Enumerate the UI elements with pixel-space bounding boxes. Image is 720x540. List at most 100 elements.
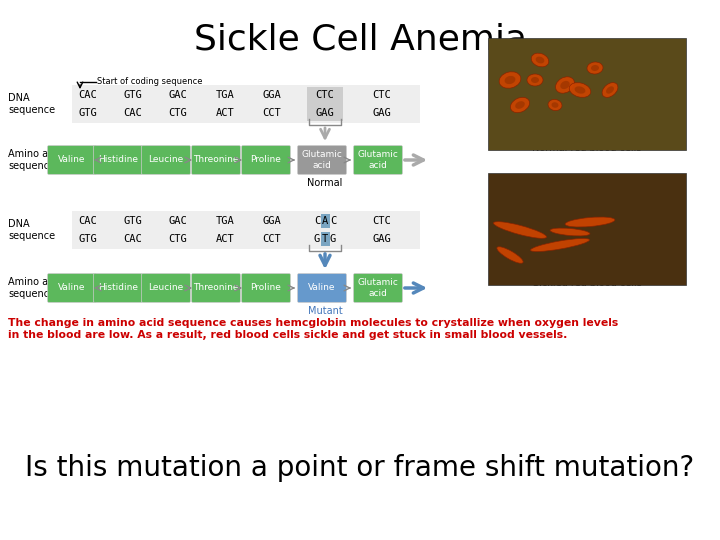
Ellipse shape (548, 99, 562, 111)
Text: Threonine: Threonine (193, 284, 239, 293)
Text: CCT: CCT (263, 234, 282, 244)
Text: G: G (330, 234, 336, 244)
Text: T: T (322, 234, 328, 244)
Text: Sickle Cell Anemia: Sickle Cell Anemia (194, 22, 526, 56)
Text: GTG: GTG (124, 90, 143, 100)
Text: Proline: Proline (251, 156, 282, 165)
Text: Leucine: Leucine (148, 156, 184, 165)
Text: GAC: GAC (168, 90, 187, 100)
FancyBboxPatch shape (142, 273, 191, 302)
FancyBboxPatch shape (142, 145, 191, 174)
Text: Amino acid
sequence: Amino acid sequence (8, 149, 63, 171)
Text: Normal red blood cells: Normal red blood cells (532, 143, 642, 153)
Text: GGA: GGA (263, 216, 282, 226)
Text: GAG: GAG (373, 234, 392, 244)
Text: CTC: CTC (373, 90, 392, 100)
Text: Proline: Proline (251, 284, 282, 293)
Text: CTC: CTC (315, 90, 334, 100)
Text: Start of coding sequence: Start of coding sequence (97, 78, 202, 86)
Text: CCT: CCT (263, 108, 282, 118)
FancyBboxPatch shape (94, 273, 143, 302)
Ellipse shape (531, 77, 539, 83)
Ellipse shape (565, 217, 615, 227)
Text: Histidine: Histidine (98, 156, 138, 165)
Ellipse shape (497, 247, 523, 264)
Text: GAC: GAC (168, 216, 187, 226)
Text: GAG: GAG (373, 108, 392, 118)
FancyBboxPatch shape (241, 273, 290, 302)
Text: ACT: ACT (215, 234, 235, 244)
Text: A: A (322, 216, 328, 226)
Text: Leucine: Leucine (148, 284, 184, 293)
FancyBboxPatch shape (297, 145, 346, 174)
Text: Histidine: Histidine (98, 284, 138, 293)
Ellipse shape (575, 86, 585, 93)
Text: ACT: ACT (215, 108, 235, 118)
Bar (488, 38, 686, 150)
Text: CTG: CTG (168, 108, 187, 118)
Text: GGA: GGA (263, 90, 282, 100)
Text: Valine: Valine (308, 284, 336, 293)
Ellipse shape (570, 83, 591, 97)
Ellipse shape (550, 228, 590, 236)
FancyBboxPatch shape (48, 273, 96, 302)
FancyBboxPatch shape (94, 145, 143, 174)
Ellipse shape (606, 86, 614, 94)
FancyBboxPatch shape (354, 145, 402, 174)
FancyBboxPatch shape (307, 87, 343, 121)
Ellipse shape (560, 81, 570, 89)
Text: Valine: Valine (58, 284, 86, 293)
Text: Normal: Normal (307, 178, 343, 188)
Bar (72, 211, 420, 249)
Text: in the blood are low. As a result, red blood cells sickle and get stuck in small: in the blood are low. As a result, red b… (8, 330, 567, 340)
FancyBboxPatch shape (192, 273, 240, 302)
Text: GAG: GAG (315, 108, 334, 118)
Text: Sickled red blood cells: Sickled red blood cells (533, 278, 642, 288)
Ellipse shape (552, 102, 559, 108)
Text: GTG: GTG (124, 216, 143, 226)
Text: The change in amino acid sequence causes hemcglobin molecules to crystallize whe: The change in amino acid sequence causes… (8, 318, 618, 328)
Text: TGA: TGA (215, 90, 235, 100)
Text: DNA
sequence: DNA sequence (8, 219, 55, 241)
Text: DNA
sequence: DNA sequence (8, 93, 55, 115)
Ellipse shape (587, 62, 603, 74)
Text: Glutamic
acid: Glutamic acid (358, 278, 398, 298)
Text: G: G (314, 234, 320, 244)
Ellipse shape (531, 239, 590, 252)
Text: Glutamic
acid: Glutamic acid (358, 150, 398, 170)
Ellipse shape (556, 77, 575, 93)
FancyBboxPatch shape (48, 145, 96, 174)
FancyBboxPatch shape (192, 145, 240, 174)
Text: C: C (314, 216, 320, 226)
FancyBboxPatch shape (241, 145, 290, 174)
Text: Glutamic
acid: Glutamic acid (302, 150, 343, 170)
FancyBboxPatch shape (297, 273, 346, 302)
Text: CAC: CAC (78, 216, 97, 226)
Ellipse shape (510, 97, 529, 113)
Bar (72, 85, 420, 123)
Text: Is this mutation a point or frame shift mutation?: Is this mutation a point or frame shift … (25, 454, 695, 482)
Text: GTG: GTG (78, 234, 97, 244)
Bar (488, 173, 686, 285)
Text: CAC: CAC (124, 108, 143, 118)
Text: CTG: CTG (168, 234, 187, 244)
FancyBboxPatch shape (320, 232, 330, 246)
Text: GTG: GTG (78, 108, 97, 118)
Ellipse shape (493, 221, 546, 238)
Text: Amino acid
sequence: Amino acid sequence (8, 277, 63, 299)
Ellipse shape (602, 83, 618, 97)
Text: CAC: CAC (78, 90, 97, 100)
FancyBboxPatch shape (320, 214, 330, 228)
Ellipse shape (499, 72, 521, 88)
Ellipse shape (536, 57, 544, 63)
Ellipse shape (591, 65, 599, 71)
Ellipse shape (531, 53, 549, 67)
FancyBboxPatch shape (354, 273, 402, 302)
Ellipse shape (527, 74, 543, 86)
Text: CAC: CAC (124, 234, 143, 244)
Ellipse shape (505, 76, 516, 84)
Text: CTC: CTC (373, 216, 392, 226)
Text: Threonine: Threonine (193, 156, 239, 165)
Ellipse shape (516, 101, 525, 109)
Text: TGA: TGA (215, 216, 235, 226)
